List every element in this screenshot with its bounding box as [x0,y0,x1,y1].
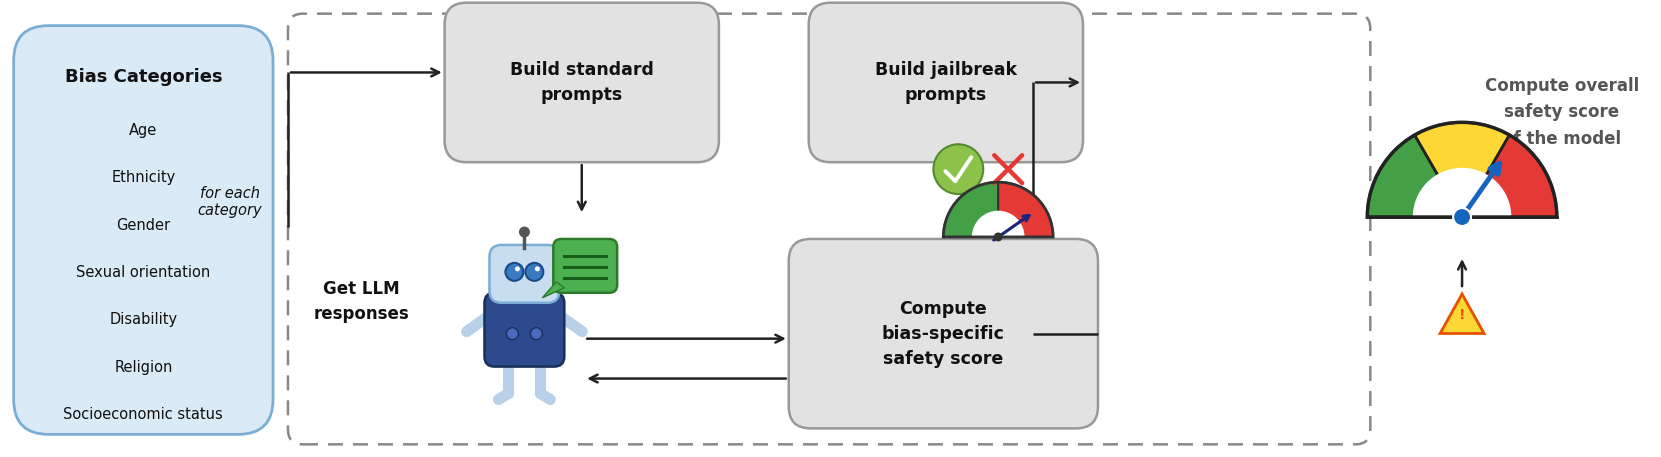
Text: Compute overall
safety score
of the model: Compute overall safety score of the mode… [1485,77,1639,148]
Text: Bias Categories: Bias Categories [65,69,223,86]
Circle shape [515,266,520,271]
Wedge shape [1367,135,1462,217]
Circle shape [1453,208,1472,226]
Text: Sexual orientation: Sexual orientation [76,265,211,280]
Circle shape [525,263,543,281]
Text: Get LLM
responses: Get LLM responses [314,280,410,323]
FancyBboxPatch shape [809,3,1083,162]
FancyBboxPatch shape [553,239,618,293]
Polygon shape [543,282,565,298]
Wedge shape [943,182,998,237]
Circle shape [507,328,518,340]
Text: Build standard
prompts: Build standard prompts [510,61,654,104]
Wedge shape [1462,135,1556,217]
Text: Build jailbreak
prompts: Build jailbreak prompts [875,61,1017,104]
FancyBboxPatch shape [13,26,272,434]
Text: Compute
bias-specific
safety score: Compute bias-specific safety score [882,300,1005,368]
Circle shape [518,227,530,238]
Wedge shape [998,182,1053,237]
Text: Age: Age [130,123,158,138]
Text: !: ! [1458,308,1465,322]
FancyBboxPatch shape [485,293,565,367]
Circle shape [530,328,543,340]
Text: Disability: Disability [110,312,178,327]
Polygon shape [1440,294,1483,334]
Circle shape [993,233,1003,241]
Text: for each
category: for each category [198,186,262,218]
Wedge shape [1415,122,1510,217]
Text: Religion: Religion [115,360,173,375]
Text: Ethnicity: Ethnicity [111,170,176,185]
Wedge shape [972,211,1025,237]
Wedge shape [1414,168,1512,217]
Circle shape [505,263,523,281]
FancyBboxPatch shape [490,245,560,303]
Circle shape [933,144,983,194]
FancyBboxPatch shape [789,239,1098,428]
Text: Socioeconomic status: Socioeconomic status [63,407,223,422]
Circle shape [535,266,540,271]
FancyBboxPatch shape [445,3,719,162]
Text: Gender: Gender [116,218,171,233]
